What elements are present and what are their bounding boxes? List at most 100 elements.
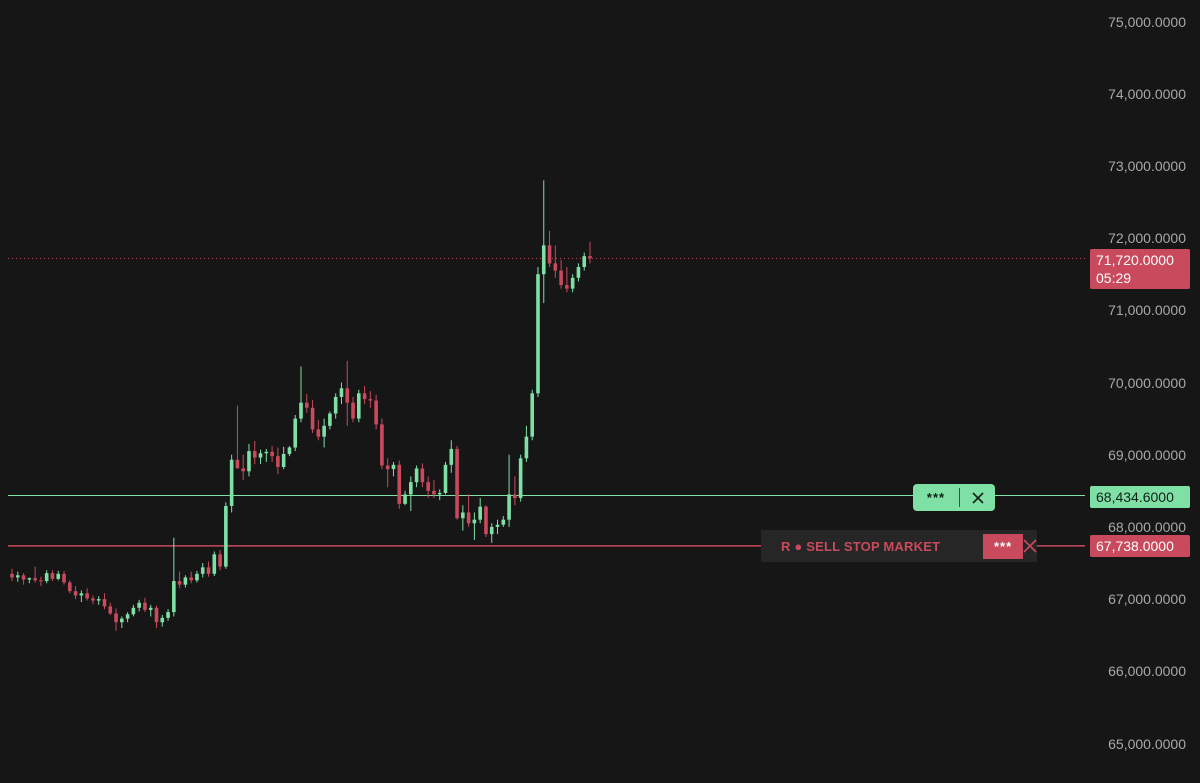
order-type-label[interactable]: R ● SELL STOP MARKET (781, 538, 941, 554)
price-axis-label: 70,000.0000 (1108, 374, 1186, 391)
candle-down (513, 494, 517, 499)
price-axis-label: 74,000.0000 (1108, 85, 1186, 102)
order-menu-button[interactable]: *** (983, 533, 1023, 559)
candle-up (224, 505, 228, 567)
price-axis-label: 65,000.0000 (1108, 735, 1186, 752)
candle-up (281, 453, 286, 467)
candle-up (27, 578, 32, 580)
take-profit-cancel-button[interactable] (960, 491, 995, 504)
candle-up (56, 573, 61, 579)
candle-down (85, 593, 89, 599)
candle-up (437, 492, 442, 495)
candle-up (120, 618, 124, 623)
candle-down (10, 573, 14, 578)
last-price-tag: 71,720.0000 05:29 (1090, 249, 1190, 289)
candle-down (33, 578, 37, 581)
candle-up (258, 453, 263, 458)
candle-up (478, 506, 482, 520)
candle-up (229, 459, 234, 506)
candle-down (218, 554, 222, 567)
candle-up (472, 519, 477, 524)
candle-up (137, 602, 141, 608)
candle-up (166, 612, 170, 618)
candle-up (293, 418, 298, 448)
close-icon (971, 491, 984, 504)
price-axis-label: 71,000.0000 (1108, 302, 1186, 319)
candle-up (172, 581, 176, 613)
candle-up (443, 464, 448, 493)
take-profit-menu-button[interactable]: *** (926, 490, 946, 505)
candle-down (252, 451, 257, 458)
candle-down (368, 399, 373, 401)
candle-up (495, 524, 500, 527)
candle-up (530, 393, 534, 437)
candle-up (570, 277, 575, 289)
candle-up (264, 451, 269, 454)
price-axis-label: 67,000.0000 (1108, 591, 1186, 608)
candle-down (177, 581, 182, 585)
candle-down (21, 575, 26, 580)
candle-up (200, 567, 205, 574)
stop-price-tag: 67,738.0000 (1090, 535, 1190, 557)
price-axis-label: 73,000.0000 (1108, 157, 1186, 174)
candle-down (235, 459, 240, 469)
candle-down (189, 577, 193, 581)
candle-down (310, 407, 315, 430)
candle-down (547, 245, 552, 264)
candle-down (73, 591, 78, 596)
candle-up (15, 575, 20, 578)
candle-down (316, 429, 321, 437)
candle-down (455, 448, 459, 519)
candle-down (559, 270, 563, 286)
candle-down (304, 402, 309, 408)
candle-up (160, 617, 165, 623)
candle-up (582, 256, 587, 267)
candle-up (414, 468, 419, 483)
candle-up (183, 577, 188, 585)
candle-up (333, 396, 338, 414)
take-profit-order-widget[interactable]: *** (913, 484, 995, 511)
candle-down (50, 573, 55, 579)
candle-down (588, 256, 592, 259)
candle-up (44, 573, 49, 582)
candle-up (339, 388, 344, 397)
candle-down (432, 490, 436, 495)
candle-up (79, 593, 84, 596)
candle-up (247, 451, 251, 472)
close-icon (1023, 539, 1037, 553)
candle-down (39, 580, 43, 582)
candle-up (576, 266, 581, 278)
candle-down (102, 599, 107, 607)
candle-down (565, 285, 569, 289)
candle-down (351, 402, 355, 419)
candle-up (195, 573, 199, 581)
order-cancel-button[interactable] (1023, 539, 1037, 553)
candle-down (62, 573, 66, 583)
candle-countdown: 05:29 (1096, 270, 1132, 286)
price-axis-label: 68,000.0000 (1108, 518, 1186, 535)
candle-down (154, 607, 159, 623)
candle-up (409, 482, 413, 495)
candle-down (143, 602, 147, 610)
candle-down (466, 512, 471, 524)
candle-down (385, 465, 390, 470)
candle-up (125, 614, 130, 619)
candle-up (518, 458, 523, 499)
candle-up (322, 425, 326, 437)
candle-down (420, 468, 425, 483)
candle-down (374, 400, 378, 425)
candle-up (357, 393, 361, 419)
candle-down (68, 582, 72, 592)
candle-down (397, 464, 402, 504)
candle-up (524, 436, 529, 459)
sell-stop-order-widget[interactable]: R ● SELL STOP MARKET *** (761, 530, 1037, 562)
candle-up (148, 607, 153, 610)
candle-up (212, 554, 217, 574)
price-axis-label: 69,000.0000 (1108, 446, 1186, 463)
candle-up (403, 494, 407, 504)
candle-up (501, 519, 506, 525)
candle-up (536, 274, 540, 394)
take-profit-price-tag: 68,434.6000 (1090, 486, 1190, 508)
